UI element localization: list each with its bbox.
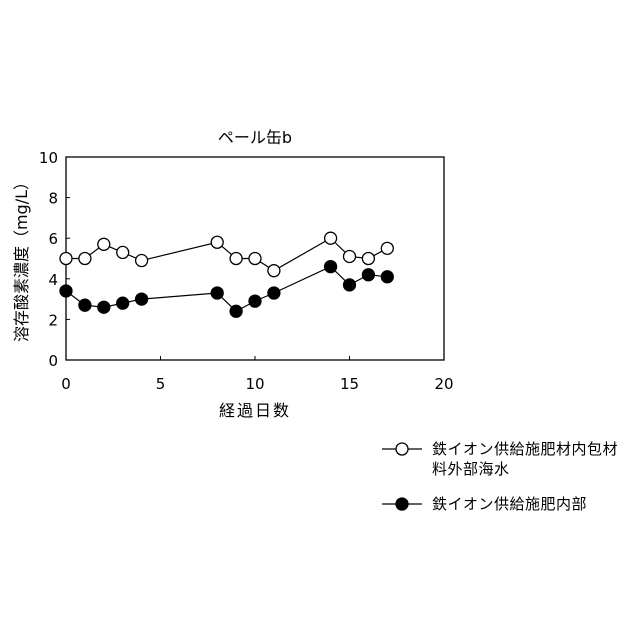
data-point <box>97 237 111 251</box>
data-point <box>361 268 376 282</box>
data-point <box>116 296 130 310</box>
x-tick-label: 5 <box>156 375 166 393</box>
chart-title: ペール缶b <box>218 128 292 147</box>
x-tick-label: 20 <box>434 375 453 393</box>
data-point <box>116 245 130 260</box>
y-tick-label: 0 <box>48 352 58 370</box>
data-point <box>78 251 92 266</box>
data-point <box>342 278 357 292</box>
data-point <box>134 253 149 268</box>
y-tick-label: 4 <box>48 271 58 289</box>
legend-item-filled: 鉄イオン供給施肥内部 <box>382 493 632 515</box>
y-axis: 0 2 4 6 8 10 <box>39 149 70 370</box>
series-line <box>65 265 388 313</box>
series-0 <box>59 231 394 278</box>
y-tick-label: 10 <box>39 149 58 167</box>
y-tick-label: 8 <box>48 190 58 208</box>
data-point <box>342 249 357 264</box>
data-point <box>380 270 394 284</box>
x-tick-label: 0 <box>61 375 71 393</box>
y-axis-label: 溶存酸素濃度（mg/L） <box>12 174 31 342</box>
data-point <box>267 264 281 278</box>
data-point <box>97 300 111 314</box>
y-tick-label: 6 <box>48 230 58 248</box>
data-point <box>323 231 338 245</box>
data-point <box>248 294 262 308</box>
data-point <box>267 286 281 300</box>
legend-label-open: 鉄イオン供給施肥材内包材料外部海水 <box>432 440 619 478</box>
data-point <box>210 286 224 300</box>
data-point <box>361 251 376 266</box>
legend-filled-circle-marker <box>382 497 422 511</box>
data-point <box>229 304 243 318</box>
x-tick-label: 15 <box>340 375 359 393</box>
data-point <box>134 292 149 306</box>
legend-item-open: 鉄イオン供給施肥材内包材料外部海水 <box>382 438 632 479</box>
legend-open-circle-marker <box>382 442 422 456</box>
data-point <box>323 259 338 274</box>
series-layer <box>59 231 394 318</box>
x-tick-label: 10 <box>245 375 264 393</box>
data-point <box>229 251 243 266</box>
data-point <box>78 298 92 312</box>
y-tick-label: 2 <box>48 311 58 329</box>
legend: 鉄イオン供給施肥材内包材料外部海水 鉄イオン供給施肥内部 <box>382 438 632 515</box>
data-point <box>380 241 394 256</box>
x-axis-label: 経過日数 <box>219 401 291 420</box>
series-1 <box>59 259 394 318</box>
legend-label-filled: 鉄イオン供給施肥内部 <box>432 495 588 513</box>
x-axis: 0 5 10 15 20 <box>61 356 454 393</box>
series-line <box>66 237 388 272</box>
data-point <box>59 251 73 266</box>
data-point <box>59 284 73 298</box>
data-point <box>210 235 224 249</box>
data-point <box>248 251 262 266</box>
